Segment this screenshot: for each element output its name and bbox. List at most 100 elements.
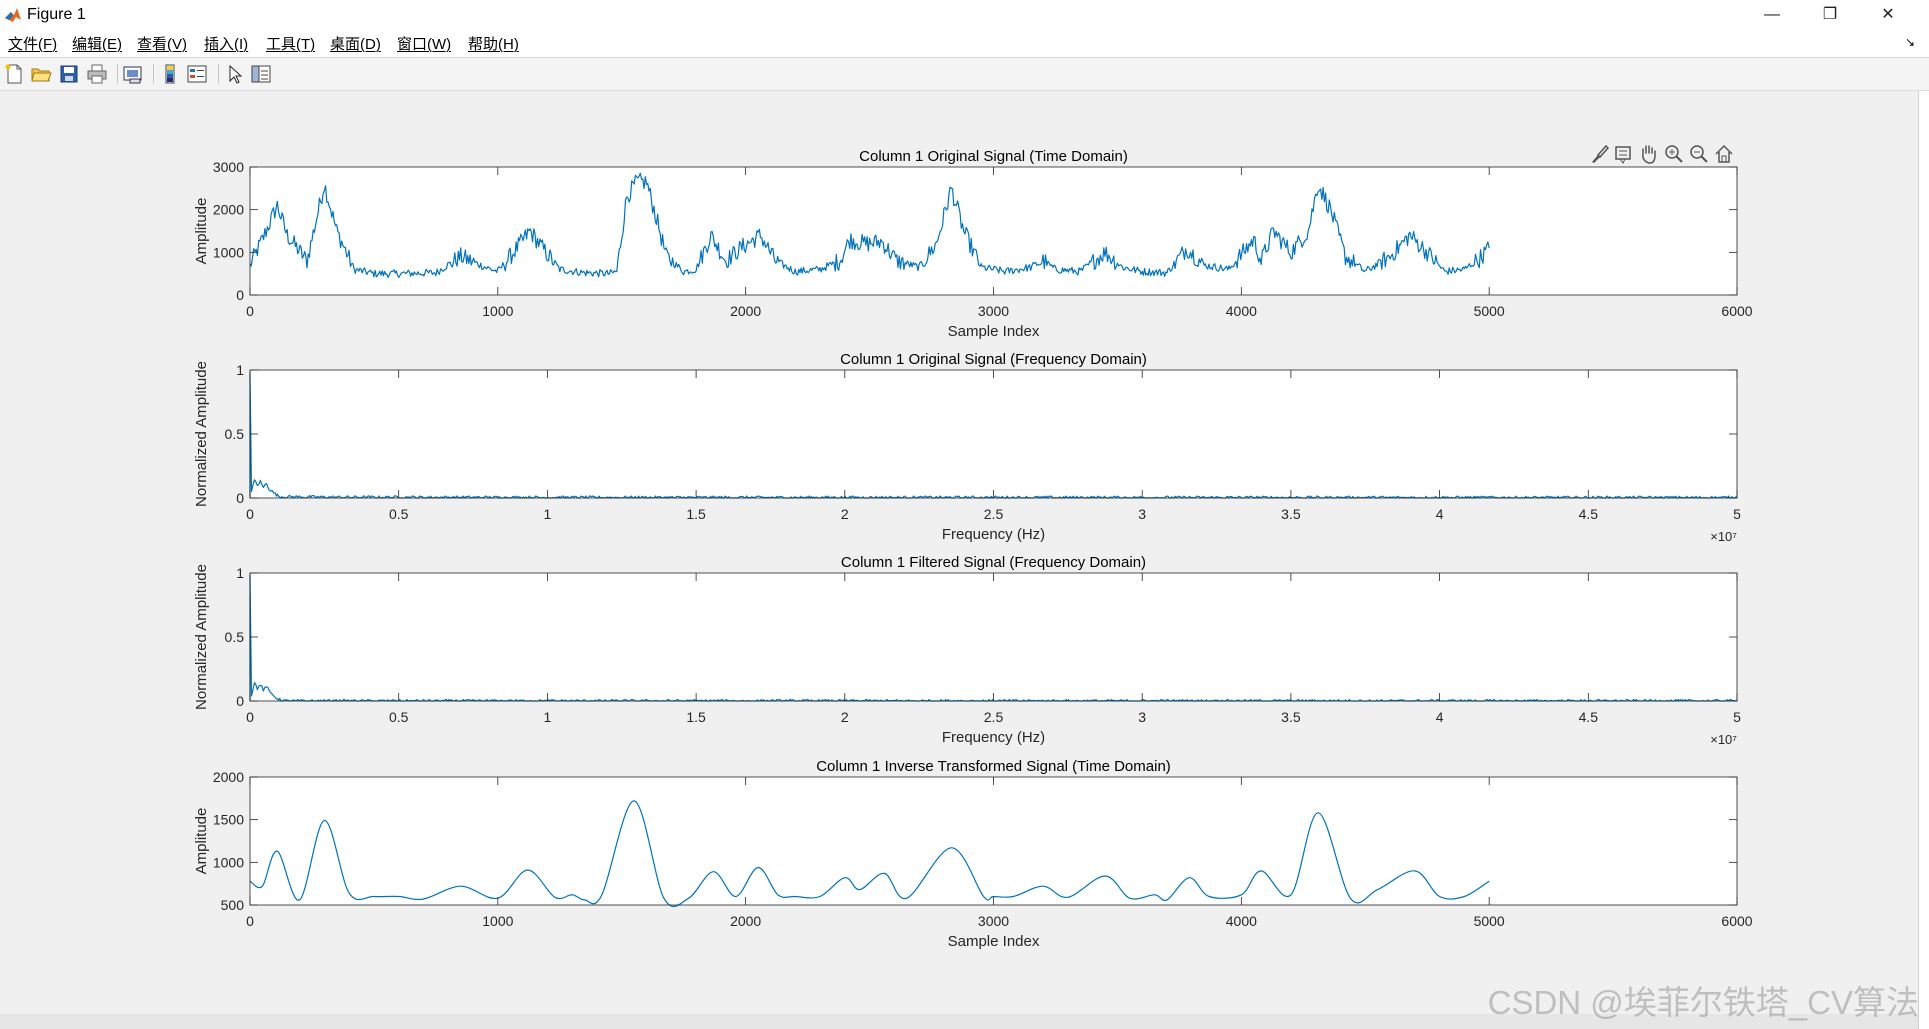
x-tick-label: 0 — [246, 913, 254, 929]
x-axis-label: Frequency (Hz) — [942, 526, 1045, 543]
y-tick-label: 1 — [236, 362, 244, 378]
y-tick-label: 0 — [236, 287, 244, 303]
x-tick-label: 4000 — [1226, 913, 1257, 929]
zoom-in-icon[interactable] — [1665, 145, 1683, 163]
data-tips-icon[interactable] — [1615, 146, 1631, 164]
axes-title: Column 1 Original Signal (Time Domain) — [859, 148, 1128, 165]
x-tick-label: 5 — [1733, 709, 1741, 725]
x-tick-label: 1.5 — [686, 506, 706, 522]
watermark: CSDN @埃菲尔铁塔_CV算法 — [1487, 984, 1919, 1021]
axes-title: Column 1 Filtered Signal (Frequency Doma… — [841, 554, 1146, 571]
x-tick-label: 3 — [1138, 709, 1146, 725]
axes-background — [250, 370, 1737, 498]
toolbar-separator — [218, 64, 219, 84]
y-tick-label: 0.5 — [225, 426, 245, 442]
x-tick-label: 3.5 — [1281, 506, 1301, 522]
window-title: Figure 1 — [27, 6, 86, 23]
menu-file[interactable]: 文件(F) — [8, 36, 58, 53]
x-tick-label: 2000 — [730, 303, 761, 319]
x-tick-label: 1000 — [482, 303, 513, 319]
figure-toolbar — [0, 58, 1929, 91]
axes-background — [250, 573, 1737, 701]
x-tick-label: 0 — [246, 303, 254, 319]
x-tick-label: 2 — [841, 709, 849, 725]
matlab-icon — [4, 6, 22, 24]
x-tick-label: 3 — [1138, 506, 1146, 522]
menu-insert[interactable]: 插入(I) — [204, 36, 249, 53]
y-tick-label: 2000 — [213, 202, 244, 218]
property-inspector-icon[interactable] — [250, 63, 272, 85]
x-tick-label: 0.5 — [389, 709, 409, 725]
x-tick-label: 3000 — [978, 303, 1009, 319]
print-icon[interactable] — [86, 63, 108, 85]
axes-background — [250, 167, 1737, 295]
x-axis-label: Frequency (Hz) — [942, 729, 1045, 746]
menu-desktop[interactable]: 桌面(D) — [330, 36, 381, 53]
open-icon[interactable] — [30, 63, 52, 85]
link-plot-icon[interactable] — [122, 63, 144, 85]
home-icon[interactable] — [1715, 144, 1733, 163]
x-tick-label: 3.5 — [1281, 709, 1301, 725]
menu-overflow-icon[interactable]: ↘ — [1904, 35, 1915, 49]
toolbar-separator — [117, 64, 118, 84]
x-exponent-label: ×10⁷ — [1710, 732, 1737, 747]
x-tick-label: 1.5 — [686, 709, 706, 725]
title-bar: Figure 1 — ❐ ✕ — [0, 0, 1929, 29]
y-tick-label: 0 — [236, 490, 244, 506]
pan-hand-icon[interactable] — [1642, 145, 1656, 164]
menu-bar: 文件(F) 编辑(E) 查看(V) 插入(I) 工具(T) 桌面(D) 窗口(W… — [0, 29, 1929, 58]
legend-icon[interactable] — [186, 63, 208, 85]
y-axis-label: Amplitude — [193, 198, 210, 265]
x-tick-label: 2.5 — [984, 709, 1004, 725]
menu-window[interactable]: 窗口(W) — [397, 36, 452, 53]
series-line — [249, 172, 1490, 279]
y-tick-label: 1 — [236, 565, 244, 581]
menu-tools[interactable]: 工具(T) — [266, 36, 316, 53]
y-axis-label: Normalized Amplitude — [193, 564, 210, 710]
y-axis-label: Amplitude — [193, 808, 210, 875]
x-tick-label: 1 — [544, 506, 552, 522]
axes-4[interactable]: 0 1000 2000 3000 4000 5000 6000 500 1000 1500 2000… — [193, 758, 1753, 950]
x-tick-label: 3000 — [978, 913, 1009, 929]
axes-title: Column 1 Original Signal (Frequency Doma… — [840, 351, 1147, 368]
axes-background — [250, 777, 1737, 905]
x-tick-label: 6000 — [1721, 303, 1752, 319]
figure-canvas: 0 1000 2000 3000 4000 5000 6000 0 1000 2000 3000 Co… — [0, 91, 1918, 1014]
axes-title: Column 1 Inverse Transformed Signal (Tim… — [816, 758, 1171, 775]
x-axis-label: Sample Index — [948, 323, 1040, 340]
series-line — [249, 800, 1490, 908]
x-exponent-label: ×10⁷ — [1710, 529, 1737, 544]
x-tick-label: 0 — [246, 709, 254, 725]
new-figure-icon[interactable] — [3, 63, 25, 85]
save-icon[interactable] — [58, 63, 80, 85]
y-tick-label: 1000 — [213, 244, 244, 260]
x-tick-label: 2 — [841, 506, 849, 522]
menu-help[interactable]: 帮助(H) — [468, 36, 519, 53]
axes-2[interactable]: 0 0.5 1 1.5 2 2.5 3 3.5 4 4.5 5 0 0.5 1 Column 1 Origi… — [193, 351, 1741, 544]
x-tick-label: 2.5 — [984, 506, 1004, 522]
x-tick-label: 4.5 — [1579, 506, 1599, 522]
x-tick-label: 2000 — [730, 913, 761, 929]
x-tick-label: 0 — [246, 506, 254, 522]
brush-icon[interactable] — [1592, 144, 1610, 163]
plots-svg: 0 1000 2000 3000 4000 5000 60000100020003000Co… — [193, 148, 1753, 950]
x-tick-label: 0.5 — [389, 506, 409, 522]
axes-3[interactable]: 0 0.5 1 1.5 2 2.5 3 3.5 4 4.5 5 0 0.5 1 Column 1 Filte… — [193, 554, 1741, 747]
y-axis-label: Normalized Amplitude — [193, 361, 210, 507]
menu-view[interactable]: 查看(V) — [137, 36, 187, 53]
restore-button[interactable]: ❐ — [1822, 6, 1838, 23]
y-tick-label: 0 — [236, 693, 244, 709]
y-tick-label: 1500 — [213, 812, 244, 828]
y-tick-label: 0.5 — [225, 629, 245, 645]
y-tick-label: 3000 — [213, 159, 244, 175]
x-tick-label: 6000 — [1721, 913, 1752, 929]
x-tick-label: 4 — [1436, 506, 1444, 522]
zoom-out-icon[interactable] — [1690, 145, 1708, 163]
x-axis-label: Sample Index — [948, 933, 1040, 950]
axes-1[interactable]: 0 1000 2000 3000 4000 5000 6000 0 1000 2000 3000 Co… — [193, 148, 1753, 340]
close-button[interactable]: ✕ — [1881, 6, 1895, 23]
minimize-button[interactable]: — — [1764, 6, 1780, 23]
select-arrow-icon[interactable] — [224, 63, 246, 85]
menu-edit[interactable]: 编辑(E) — [72, 36, 122, 53]
colorbar-icon[interactable] — [159, 63, 181, 85]
